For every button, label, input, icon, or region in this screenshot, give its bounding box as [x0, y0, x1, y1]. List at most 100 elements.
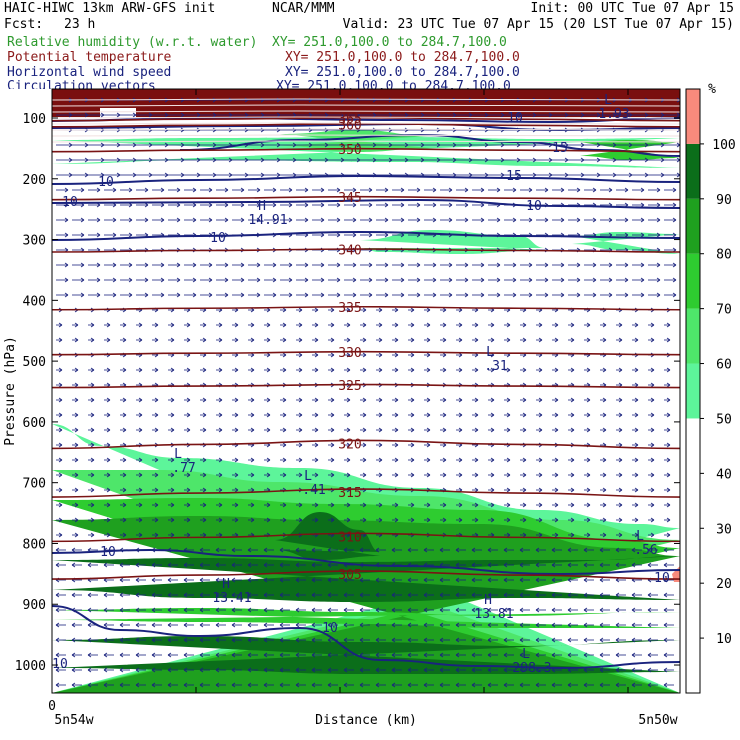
circulation-vector-head	[164, 172, 169, 178]
circulation-vector-head	[666, 517, 671, 523]
circulation-vector-head	[567, 607, 572, 613]
circulation-vector-head	[618, 517, 623, 523]
circulation-vector-head	[640, 187, 645, 193]
circulation-vector-head	[394, 442, 399, 448]
circulation-vector-head	[471, 577, 476, 583]
circulation-vector-head	[570, 487, 575, 493]
circulation-vector-head	[644, 112, 649, 118]
circulation-vector-head	[144, 187, 149, 193]
circulation-vector-head	[506, 457, 511, 463]
wind-speed-contour	[52, 174, 680, 185]
circulation-vector-head	[346, 427, 351, 433]
circulation-vector-head	[487, 547, 492, 553]
circulation-vector-head	[160, 292, 165, 298]
circulation-vector-head	[538, 412, 543, 418]
circulation-vector-head	[90, 457, 95, 463]
circulation-vector-head	[167, 622, 172, 628]
circulation-vector-head	[295, 652, 300, 658]
circulation-vector-head	[122, 487, 127, 493]
circulation-vector-head	[212, 142, 217, 148]
circulation-vector-head	[186, 427, 191, 433]
circulation-vector-head	[352, 217, 357, 223]
circulation-vector-head	[103, 652, 108, 658]
circulation-vector-head	[106, 517, 111, 523]
circulation-vector-head	[106, 532, 111, 538]
circulation-vector-head	[474, 367, 479, 373]
circulation-vector-head	[106, 487, 111, 493]
circulation-vector-head	[663, 607, 668, 613]
circulation-vector-head	[298, 457, 303, 463]
circulation-vector-head	[650, 412, 655, 418]
circulation-vector-head	[624, 262, 629, 268]
circulation-vector-head	[144, 277, 149, 283]
circulation-vector-head	[346, 472, 351, 478]
circulation-vector-head	[170, 322, 175, 328]
circulation-vector-head	[96, 187, 101, 193]
circulation-vector-head	[215, 607, 220, 613]
circulation-vector-head	[58, 502, 63, 508]
circulation-vector-head	[602, 412, 607, 418]
circulation-vector-head	[490, 427, 495, 433]
circulation-vector-head	[311, 562, 316, 568]
circulation-vector-head	[346, 322, 351, 328]
circulation-vector-head	[186, 337, 191, 343]
circulation-vector-head	[199, 577, 204, 583]
circulation-vector-head	[407, 592, 412, 598]
circulation-vector-head	[122, 502, 127, 508]
circulation-vector-head	[480, 292, 485, 298]
circulation-vector-head	[407, 607, 412, 613]
circulation-vector-head	[375, 547, 380, 553]
circulation-vector-head	[410, 502, 415, 508]
circulation-vector-head	[311, 637, 316, 643]
rh-top-band	[52, 89, 680, 117]
circulation-vector-head	[442, 367, 447, 373]
theta-contour	[52, 147, 680, 153]
rh-core-850	[52, 556, 680, 602]
circulation-vector-head	[394, 457, 399, 463]
circulation-vector-head	[602, 532, 607, 538]
circulation-vector-head	[535, 607, 540, 613]
circulation-vector-head	[442, 322, 447, 328]
circulation-vector-head	[416, 217, 421, 223]
circulation-vector-head	[602, 457, 607, 463]
circulation-vector-head	[512, 217, 517, 223]
circulation-vector-head	[247, 607, 252, 613]
circulation-vector-head	[596, 157, 601, 163]
circulation-vector-head	[394, 352, 399, 358]
circulation-vector-head	[314, 367, 319, 373]
circulation-vector-head	[336, 187, 341, 193]
circulation-vector-head	[202, 457, 207, 463]
circulation-vector-head	[618, 532, 623, 538]
circulation-vector-head	[672, 217, 677, 223]
circulation-vector-head	[474, 427, 479, 433]
circulation-vector-head	[240, 292, 245, 298]
circulation-vector-head	[298, 502, 303, 508]
colorbar-band	[686, 363, 700, 419]
circulation-vector-head	[96, 277, 101, 283]
circulation-vector-head	[314, 397, 319, 403]
circulation-vector-head	[599, 622, 604, 628]
circulation-vector-head	[276, 157, 281, 163]
circulation-vector-head	[288, 262, 293, 268]
circulation-vector-head	[628, 157, 633, 163]
circulation-vector-head	[362, 502, 367, 508]
theta-contour	[52, 488, 680, 498]
colorbar-tick-label: 70	[716, 303, 732, 318]
circulation-vector-head	[314, 352, 319, 358]
circulation-vector-head	[231, 682, 236, 688]
circulation-vector-head	[202, 487, 207, 493]
circulation-vector-head	[234, 322, 239, 328]
circulation-vector-head	[231, 622, 236, 628]
circulation-vector-head	[359, 577, 364, 583]
circulation-vector-head	[640, 217, 645, 223]
circulation-vector-head	[183, 667, 188, 673]
circulation-vector-head	[583, 622, 588, 628]
circulation-vector-head	[330, 442, 335, 448]
circulation-vector-head	[154, 337, 159, 343]
circulation-vector-head	[202, 517, 207, 523]
circulation-vector-head	[282, 442, 287, 448]
colorbar-band	[686, 198, 700, 254]
circulation-vector-head	[90, 412, 95, 418]
colorbar-band	[686, 253, 700, 309]
circulation-vector-head	[535, 682, 540, 688]
